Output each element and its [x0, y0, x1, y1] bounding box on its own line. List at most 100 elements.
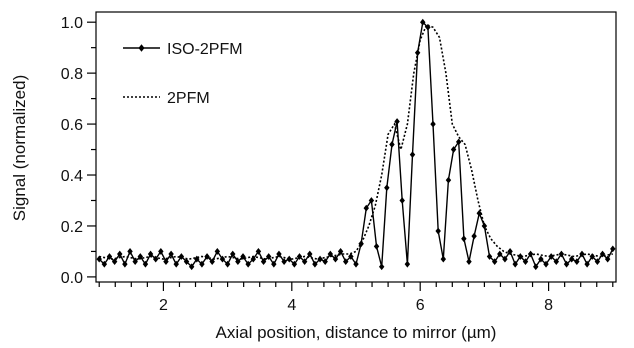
data-point-iso-2pfm	[579, 250, 585, 258]
data-point-iso-2pfm	[132, 258, 138, 266]
data-point-iso-2pfm	[543, 260, 549, 268]
data-point-iso-2pfm	[117, 250, 123, 258]
data-point-iso-2pfm	[260, 258, 267, 266]
data-point-iso-2pfm	[122, 260, 128, 268]
x-axis-label: Axial position, distance to mirror (µm)	[216, 323, 497, 342]
data-point-iso-2pfm	[404, 260, 411, 268]
y-tick-label: 0.2	[61, 219, 83, 236]
data-point-iso-2pfm	[142, 260, 149, 268]
data-point-iso-2pfm	[568, 255, 575, 263]
data-point-iso-2pfm	[209, 258, 215, 266]
data-point-iso-2pfm	[163, 258, 169, 266]
data-point-iso-2pfm	[584, 260, 590, 268]
data-point-iso-2pfm	[574, 258, 580, 266]
data-point-iso-2pfm	[101, 260, 108, 268]
data-point-iso-2pfm	[461, 235, 467, 243]
data-point-iso-2pfm	[563, 260, 570, 268]
data-point-iso-2pfm	[471, 232, 477, 240]
data-point-iso-2pfm	[214, 248, 221, 255]
data-point-iso-2pfm	[389, 141, 395, 148]
data-point-iso-2pfm	[594, 258, 601, 266]
data-point-iso-2pfm	[368, 197, 375, 204]
data-point-iso-2pfm	[450, 146, 457, 153]
x-tick-label: 6	[416, 297, 425, 314]
series-line-iso-2pfm	[98, 20, 614, 269]
data-point-iso-2pfm	[235, 258, 241, 266]
data-point-iso-2pfm	[420, 18, 426, 26]
data-point-iso-2pfm	[533, 263, 539, 271]
y-axis-label: Signal (normalized)	[10, 75, 29, 221]
data-point-iso-2pfm	[301, 258, 308, 266]
data-point-iso-2pfm	[337, 248, 344, 255]
data-point-iso-2pfm	[455, 138, 462, 146]
data-point-iso-2pfm	[409, 151, 416, 159]
y-tick-label: 0.4	[61, 168, 83, 185]
data-point-iso-2pfm	[281, 258, 287, 266]
data-point-iso-2pfm	[476, 209, 482, 217]
data-point-iso-2pfm	[553, 258, 560, 266]
legend-label-iso-2pfm: ISO-2PFM	[167, 41, 243, 58]
data-point-iso-2pfm	[378, 263, 385, 271]
data-point-iso-2pfm	[445, 176, 452, 184]
data-point-iso-2pfm	[399, 197, 405, 204]
data-point-iso-2pfm	[348, 253, 354, 260]
data-point-iso-2pfm	[589, 253, 595, 260]
data-point-iso-2pfm	[168, 250, 174, 258]
data-point-iso-2pfm	[430, 120, 436, 128]
legend: ISO-2PFM 2PFM	[123, 41, 243, 107]
y-tick-label: 0.6	[61, 117, 83, 134]
data-point-iso-2pfm	[173, 260, 179, 268]
data-point-iso-2pfm	[604, 255, 611, 263]
data-point-iso-2pfm	[599, 250, 606, 258]
data-point-iso-2pfm	[522, 258, 529, 266]
x-tick-label: 2	[159, 297, 168, 314]
x-tick-label: 4	[287, 297, 296, 314]
data-point-iso-2pfm	[250, 255, 257, 263]
data-point-iso-2pfm	[291, 260, 298, 268]
y-axis: 0.0 0.2 0.4 0.6 0.8 1.0	[61, 15, 96, 287]
data-point-iso-2pfm	[224, 260, 231, 268]
data-point-iso-2pfm	[491, 258, 498, 266]
data-point-iso-2pfm	[502, 255, 508, 263]
data-point-iso-2pfm	[538, 255, 544, 263]
data-point-iso-2pfm	[548, 253, 554, 260]
data-point-iso-2pfm	[183, 258, 190, 266]
data-point-iso-2pfm	[373, 242, 380, 250]
y-tick-label: 1.0	[61, 15, 83, 32]
x-axis: 2 4 6 8	[98, 282, 614, 314]
data-point-iso-2pfm	[363, 204, 369, 212]
data-point-iso-2pfm	[322, 258, 328, 266]
data-point-iso-2pfm	[312, 260, 318, 268]
data-point-iso-2pfm	[497, 250, 503, 258]
data-point-iso-2pfm	[158, 248, 164, 255]
data-point-iso-2pfm	[127, 248, 133, 255]
data-point-iso-2pfm	[435, 227, 441, 235]
data-point-iso-2pfm	[610, 245, 616, 253]
data-point-iso-2pfm	[353, 260, 359, 268]
x-tick-label: 8	[544, 297, 553, 314]
data-point-iso-2pfm	[265, 253, 272, 260]
data-point-iso-2pfm	[147, 250, 154, 258]
legend-marker-iso-2pfm	[138, 44, 145, 52]
data-point-iso-2pfm	[507, 248, 513, 255]
data-point-iso-2pfm	[271, 260, 277, 268]
data-point-iso-2pfm	[384, 184, 390, 192]
data-point-iso-2pfm	[255, 248, 262, 255]
data-point-iso-2pfm	[440, 255, 447, 263]
data-point-iso-2pfm	[486, 253, 493, 260]
data-point-iso-2pfm	[188, 263, 195, 271]
y-tick-label: 0.8	[61, 66, 83, 83]
data-point-iso-2pfm	[512, 260, 518, 268]
data-point-iso-2pfm	[343, 258, 349, 266]
data-point-iso-2pfm	[230, 250, 236, 258]
data-point-iso-2pfm	[394, 118, 400, 125]
data-point-iso-2pfm	[527, 250, 534, 258]
y-tick-label: 0.0	[61, 270, 83, 287]
data-point-iso-2pfm	[199, 260, 205, 268]
series-layer	[96, 18, 616, 271]
data-point-iso-2pfm	[296, 253, 303, 260]
data-point-iso-2pfm	[111, 258, 118, 266]
data-point-iso-2pfm	[276, 250, 282, 258]
legend-label-2pfm: 2PFM	[167, 90, 210, 107]
